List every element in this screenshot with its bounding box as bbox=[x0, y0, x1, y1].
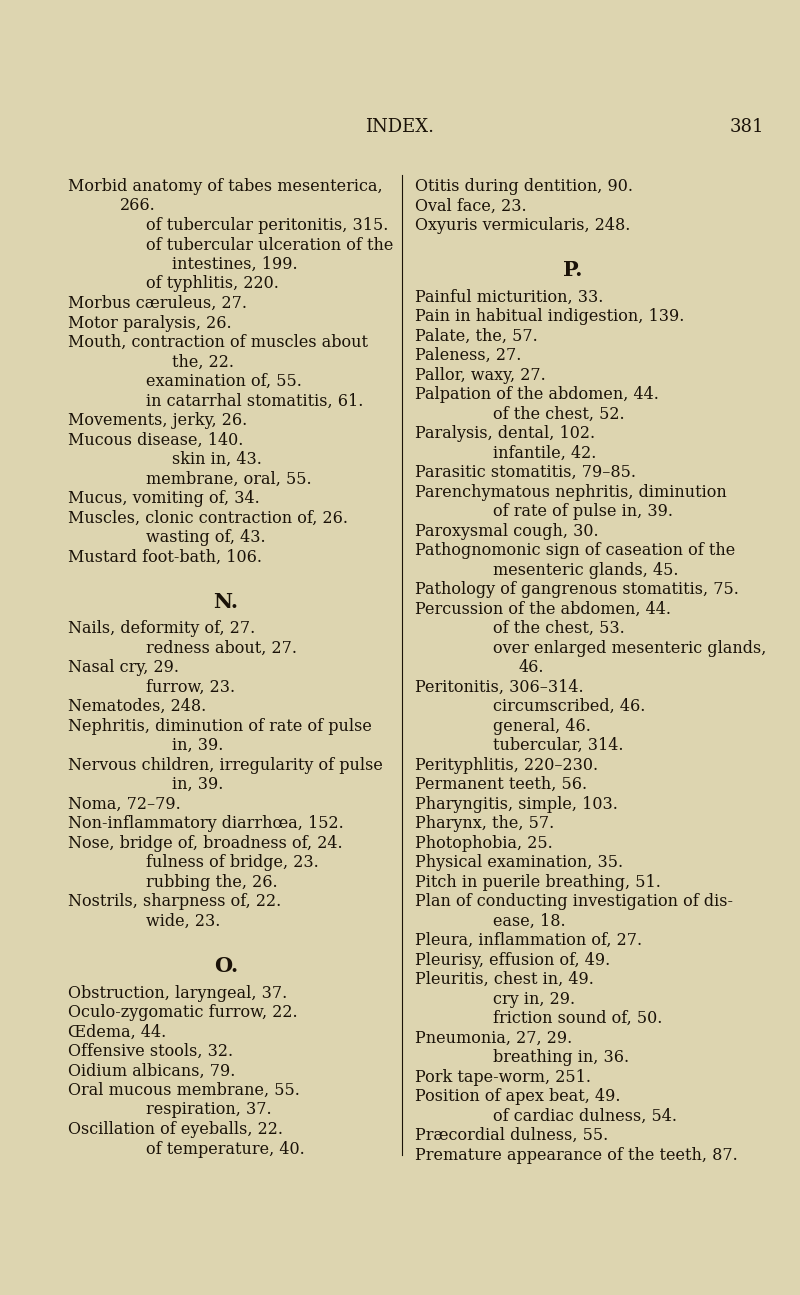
Text: Nails, deformity of, 27.: Nails, deformity of, 27. bbox=[68, 620, 255, 637]
Text: mesenteric glands, 45.: mesenteric glands, 45. bbox=[493, 562, 678, 579]
Text: ease, 18.: ease, 18. bbox=[493, 913, 566, 930]
Text: Morbid anatomy of tabes mesenterica,: Morbid anatomy of tabes mesenterica, bbox=[68, 177, 382, 196]
Text: Obstruction, laryngeal, 37.: Obstruction, laryngeal, 37. bbox=[68, 984, 287, 1001]
Text: Painful micturition, 33.: Painful micturition, 33. bbox=[415, 289, 603, 306]
Text: 46.: 46. bbox=[519, 659, 545, 676]
Text: wasting of, 43.: wasting of, 43. bbox=[146, 528, 266, 546]
Text: Offensive stools, 32.: Offensive stools, 32. bbox=[68, 1042, 233, 1061]
Text: Nose, bridge of, broadness of, 24.: Nose, bridge of, broadness of, 24. bbox=[68, 835, 342, 852]
Text: Morbus cæruleus, 27.: Morbus cæruleus, 27. bbox=[68, 295, 247, 312]
Text: Oscillation of eyeballs, 22.: Oscillation of eyeballs, 22. bbox=[68, 1121, 283, 1138]
Text: 266.: 266. bbox=[120, 198, 156, 215]
Text: general, 46.: general, 46. bbox=[493, 717, 591, 734]
Text: Nasal cry, 29.: Nasal cry, 29. bbox=[68, 659, 179, 676]
Text: Pallor, waxy, 27.: Pallor, waxy, 27. bbox=[415, 366, 546, 383]
Text: respiration, 37.: respiration, 37. bbox=[146, 1102, 272, 1119]
Text: of temperature, 40.: of temperature, 40. bbox=[146, 1141, 305, 1158]
Text: membrane, oral, 55.: membrane, oral, 55. bbox=[146, 470, 312, 487]
Text: Parasitic stomatitis, 79–85.: Parasitic stomatitis, 79–85. bbox=[415, 464, 636, 482]
Text: friction sound of, 50.: friction sound of, 50. bbox=[493, 1010, 662, 1027]
Text: of the chest, 53.: of the chest, 53. bbox=[493, 620, 625, 637]
Text: O.: O. bbox=[214, 956, 238, 976]
Text: Nervous children, irregularity of pulse: Nervous children, irregularity of pulse bbox=[68, 756, 383, 773]
Text: Physical examination, 35.: Physical examination, 35. bbox=[415, 855, 623, 872]
Text: Paleness, 27.: Paleness, 27. bbox=[415, 347, 522, 364]
Text: wide, 23.: wide, 23. bbox=[146, 913, 220, 930]
Text: Movements, jerky, 26.: Movements, jerky, 26. bbox=[68, 412, 247, 429]
Text: examination of, 55.: examination of, 55. bbox=[146, 373, 302, 390]
Text: Oxyuris vermicularis, 248.: Oxyuris vermicularis, 248. bbox=[415, 218, 630, 234]
Text: fulness of bridge, 23.: fulness of bridge, 23. bbox=[146, 855, 318, 872]
Text: the, 22.: the, 22. bbox=[172, 354, 234, 370]
Text: Premature appearance of the teeth, 87.: Premature appearance of the teeth, 87. bbox=[415, 1147, 738, 1164]
Text: Mustard foot-bath, 106.: Mustard foot-bath, 106. bbox=[68, 549, 262, 566]
Text: Nostrils, sharpness of, 22.: Nostrils, sharpness of, 22. bbox=[68, 894, 282, 910]
Text: INDEX.: INDEX. bbox=[366, 118, 434, 136]
Text: Nematodes, 248.: Nematodes, 248. bbox=[68, 698, 206, 715]
Text: Palate, the, 57.: Palate, the, 57. bbox=[415, 328, 538, 344]
Text: intestines, 199.: intestines, 199. bbox=[172, 256, 298, 273]
Text: Plan of conducting investigation of dis-: Plan of conducting investigation of dis- bbox=[415, 894, 733, 910]
Text: circumscribed, 46.: circumscribed, 46. bbox=[493, 698, 646, 715]
Text: Pork tape-worm, 251.: Pork tape-worm, 251. bbox=[415, 1068, 591, 1085]
Text: Pharynx, the, 57.: Pharynx, the, 57. bbox=[415, 816, 554, 833]
Text: 381: 381 bbox=[730, 118, 764, 136]
Text: redness about, 27.: redness about, 27. bbox=[146, 640, 297, 657]
Text: Palpation of the abdomen, 44.: Palpation of the abdomen, 44. bbox=[415, 386, 659, 403]
Text: Oidium albicans, 79.: Oidium albicans, 79. bbox=[68, 1062, 235, 1080]
Text: Perityphlitis, 220–230.: Perityphlitis, 220–230. bbox=[415, 756, 598, 773]
Text: Paroxysmal cough, 30.: Paroxysmal cough, 30. bbox=[415, 523, 598, 540]
Text: Pathology of gangrenous stomatitis, 75.: Pathology of gangrenous stomatitis, 75. bbox=[415, 581, 739, 598]
Text: of typhlitis, 220.: of typhlitis, 220. bbox=[146, 276, 279, 293]
Text: Position of apex beat, 49.: Position of apex beat, 49. bbox=[415, 1088, 621, 1105]
Text: rubbing the, 26.: rubbing the, 26. bbox=[146, 874, 278, 891]
Text: Pathognomonic sign of caseation of the: Pathognomonic sign of caseation of the bbox=[415, 543, 735, 559]
Text: over enlarged mesenteric glands,: over enlarged mesenteric glands, bbox=[493, 640, 766, 657]
Text: Oval face, 23.: Oval face, 23. bbox=[415, 198, 526, 215]
Text: Percussion of the abdomen, 44.: Percussion of the abdomen, 44. bbox=[415, 601, 671, 618]
Text: Oculo-zygomatic furrow, 22.: Oculo-zygomatic furrow, 22. bbox=[68, 1004, 298, 1020]
Text: Paralysis, dental, 102.: Paralysis, dental, 102. bbox=[415, 425, 595, 443]
Text: breathing in, 36.: breathing in, 36. bbox=[493, 1049, 629, 1066]
Text: Motor paralysis, 26.: Motor paralysis, 26. bbox=[68, 315, 232, 332]
Text: Pitch in puerile breathing, 51.: Pitch in puerile breathing, 51. bbox=[415, 874, 661, 891]
Text: Œdema, 44.: Œdema, 44. bbox=[68, 1023, 166, 1040]
Text: Mucous disease, 140.: Mucous disease, 140. bbox=[68, 431, 243, 448]
Text: Noma, 72–79.: Noma, 72–79. bbox=[68, 795, 181, 813]
Text: Pain in habitual indigestion, 139.: Pain in habitual indigestion, 139. bbox=[415, 308, 684, 325]
Text: Non-inflammatory diarrhœa, 152.: Non-inflammatory diarrhœa, 152. bbox=[68, 816, 344, 833]
Text: Photophobia, 25.: Photophobia, 25. bbox=[415, 835, 553, 852]
Text: Pharyngitis, simple, 103.: Pharyngitis, simple, 103. bbox=[415, 795, 618, 813]
Text: of cardiac dulness, 54.: of cardiac dulness, 54. bbox=[493, 1107, 677, 1125]
Text: Pneumonia, 27, 29.: Pneumonia, 27, 29. bbox=[415, 1030, 572, 1046]
Text: Otitis during dentition, 90.: Otitis during dentition, 90. bbox=[415, 177, 633, 196]
Text: Pleura, inflammation of, 27.: Pleura, inflammation of, 27. bbox=[415, 932, 642, 949]
Text: skin in, 43.: skin in, 43. bbox=[172, 451, 262, 467]
Text: N.: N. bbox=[214, 592, 238, 613]
Text: in, 39.: in, 39. bbox=[172, 776, 223, 794]
Text: Nephritis, diminution of rate of pulse: Nephritis, diminution of rate of pulse bbox=[68, 717, 372, 734]
Text: in catarrhal stomatitis, 61.: in catarrhal stomatitis, 61. bbox=[146, 392, 363, 409]
Text: tubercular, 314.: tubercular, 314. bbox=[493, 737, 623, 754]
Text: Muscles, clonic contraction of, 26.: Muscles, clonic contraction of, 26. bbox=[68, 509, 348, 527]
Text: cry in, 29.: cry in, 29. bbox=[493, 991, 575, 1008]
Text: Pleuritis, chest in, 49.: Pleuritis, chest in, 49. bbox=[415, 971, 594, 988]
Text: of rate of pulse in, 39.: of rate of pulse in, 39. bbox=[493, 504, 673, 521]
Text: Mucus, vomiting of, 34.: Mucus, vomiting of, 34. bbox=[68, 490, 260, 508]
Text: Mouth, contraction of muscles about: Mouth, contraction of muscles about bbox=[68, 334, 368, 351]
Text: Oral mucous membrane, 55.: Oral mucous membrane, 55. bbox=[68, 1083, 300, 1099]
Text: of tubercular ulceration of the: of tubercular ulceration of the bbox=[146, 237, 394, 254]
Text: of the chest, 52.: of the chest, 52. bbox=[493, 405, 625, 422]
Text: infantile, 42.: infantile, 42. bbox=[493, 444, 596, 462]
Text: furrow, 23.: furrow, 23. bbox=[146, 679, 235, 695]
Text: P.: P. bbox=[563, 260, 582, 281]
Text: Præcordial dulness, 55.: Præcordial dulness, 55. bbox=[415, 1127, 608, 1145]
Text: of tubercular peritonitis, 315.: of tubercular peritonitis, 315. bbox=[146, 218, 388, 234]
Text: in, 39.: in, 39. bbox=[172, 737, 223, 754]
Text: Pleurisy, effusion of, 49.: Pleurisy, effusion of, 49. bbox=[415, 952, 610, 969]
Text: Parenchymatous nephritis, diminution: Parenchymatous nephritis, diminution bbox=[415, 484, 726, 501]
Text: Permanent teeth, 56.: Permanent teeth, 56. bbox=[415, 776, 587, 794]
Text: Peritonitis, 306–314.: Peritonitis, 306–314. bbox=[415, 679, 584, 695]
